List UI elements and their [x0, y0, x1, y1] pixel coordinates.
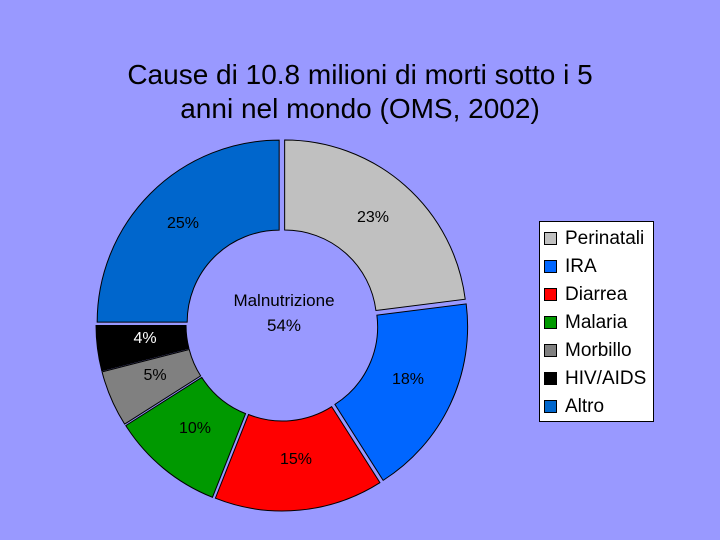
legend-label: Altro [565, 396, 605, 417]
slice-altro [96, 139, 280, 323]
slice-label-malaria: 10% [179, 420, 211, 437]
slice-label-altro: 25% [167, 215, 199, 232]
slice-diarrea [214, 405, 381, 512]
legend-swatch [544, 232, 557, 245]
legend-swatch [544, 260, 557, 273]
slice-ira [334, 303, 469, 482]
legend-label: IRA [565, 256, 597, 277]
legend-swatch [544, 316, 557, 329]
slice-malaria [125, 376, 247, 498]
chart-title: Cause di 10.8 milioni di morti sotto i 5… [0, 58, 720, 126]
center-label-name: Malnutrizione [233, 291, 334, 310]
chart-title-line-2: anni nel mondo (OMS, 2002) [180, 93, 540, 124]
slice-label-hiv-aids: 4% [133, 330, 156, 347]
slice-morbillo [101, 348, 202, 425]
legend-swatch [544, 400, 557, 413]
legend-label: Morbillo [565, 340, 632, 361]
legend-label: HIV/AIDS [565, 368, 647, 389]
legend-label: Perinatali [565, 228, 645, 249]
slice-label-ira: 18% [392, 371, 424, 388]
center-label-value: 54% [267, 316, 301, 335]
legend-swatch [544, 288, 557, 301]
slice-label-morbillo: 5% [143, 367, 166, 384]
legend-label: Malaria [565, 312, 628, 333]
chart-title-line-1: Cause di 10.8 milioni di morti sotto i 5 [127, 59, 593, 90]
slice-perinatali [284, 139, 466, 312]
slice-hiv-aids [95, 325, 190, 372]
legend-label: Diarrea [565, 284, 628, 305]
legend-swatch [544, 372, 557, 385]
legend-swatch [544, 344, 557, 357]
legend: Perinatali IRA Diarrea Malaria Morbillo HIV/A… [539, 221, 654, 422]
slice-label-diarrea: 15% [280, 451, 312, 468]
slice-label-perinatali: 23% [357, 209, 389, 226]
